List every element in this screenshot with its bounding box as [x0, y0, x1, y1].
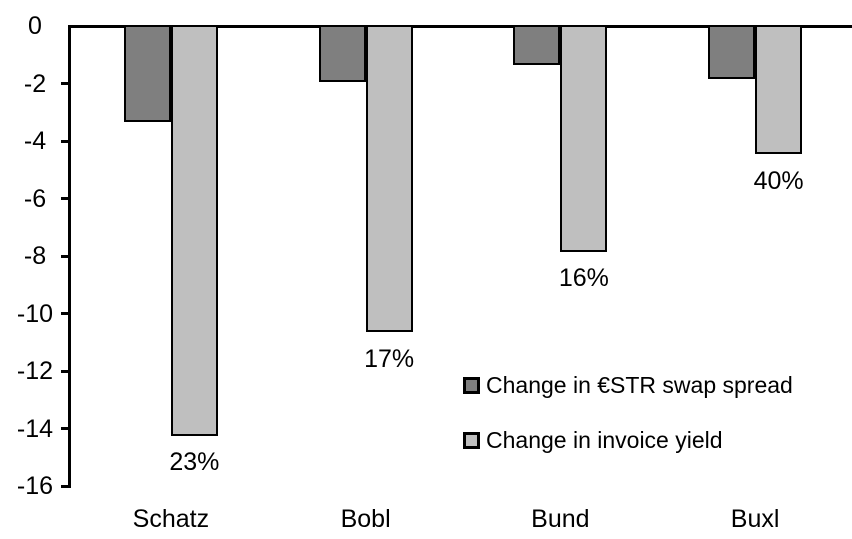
legend-item-swap-spread: Change in €STR swap spread	[463, 372, 793, 399]
y-tick-label: -2	[23, 69, 47, 98]
y-tick-mark	[61, 82, 70, 85]
bar-invoice-yield	[365, 24, 413, 333]
y-tick-label: 0	[28, 12, 42, 40]
category-label: Schatz	[132, 505, 210, 533]
zero-axis-line	[68, 24, 852, 28]
bar-invoice-yield	[170, 24, 218, 436]
y-tick-label: -12	[16, 357, 54, 385]
y-tick-mark	[61, 139, 70, 143]
y-tick-label: -16	[16, 472, 54, 500]
y-tick-label: -8	[23, 242, 47, 270]
category-label: Buxl	[730, 505, 780, 533]
y-tick-mark	[61, 484, 70, 488]
y-axis-line	[68, 24, 71, 488]
category-label: Bund	[531, 505, 590, 533]
y-tick-mark	[61, 197, 70, 200]
y-tick-label: -14	[16, 414, 54, 443]
y-tick-label: -4	[23, 127, 47, 155]
bar-swap-spread	[123, 24, 171, 123]
y-tick-label: -6	[23, 184, 47, 213]
bar-data-label: 23%	[169, 448, 220, 477]
bar-invoice-yield	[560, 24, 608, 252]
category-label: Bobl	[340, 505, 391, 533]
bar-data-label: 17%	[364, 344, 415, 373]
bar-invoice-yield	[755, 24, 803, 154]
y-tick-mark	[61, 369, 70, 373]
legend-label-invoice-yield: Change in invoice yield	[486, 427, 723, 453]
legend: Change in €STR swap spread Change in inv…	[463, 372, 793, 454]
legend-label-swap-spread: Change in €STR swap spread	[486, 372, 793, 398]
legend-swatch-light-square-icon	[463, 432, 480, 449]
y-tick-mark	[61, 254, 70, 258]
bar-swap-spread	[318, 24, 366, 83]
y-tick-mark	[61, 312, 70, 315]
y-tick-mark	[61, 427, 70, 430]
legend-item-invoice-yield: Change in invoice yield	[463, 427, 793, 454]
y-tick-label: -10	[16, 299, 54, 328]
bar-data-label: 40%	[753, 166, 804, 195]
legend-swatch-dark-square-icon	[463, 377, 480, 394]
bar-swap-spread	[513, 24, 561, 65]
bar-swap-spread	[708, 24, 756, 80]
bar-data-label: 16%	[558, 264, 609, 293]
